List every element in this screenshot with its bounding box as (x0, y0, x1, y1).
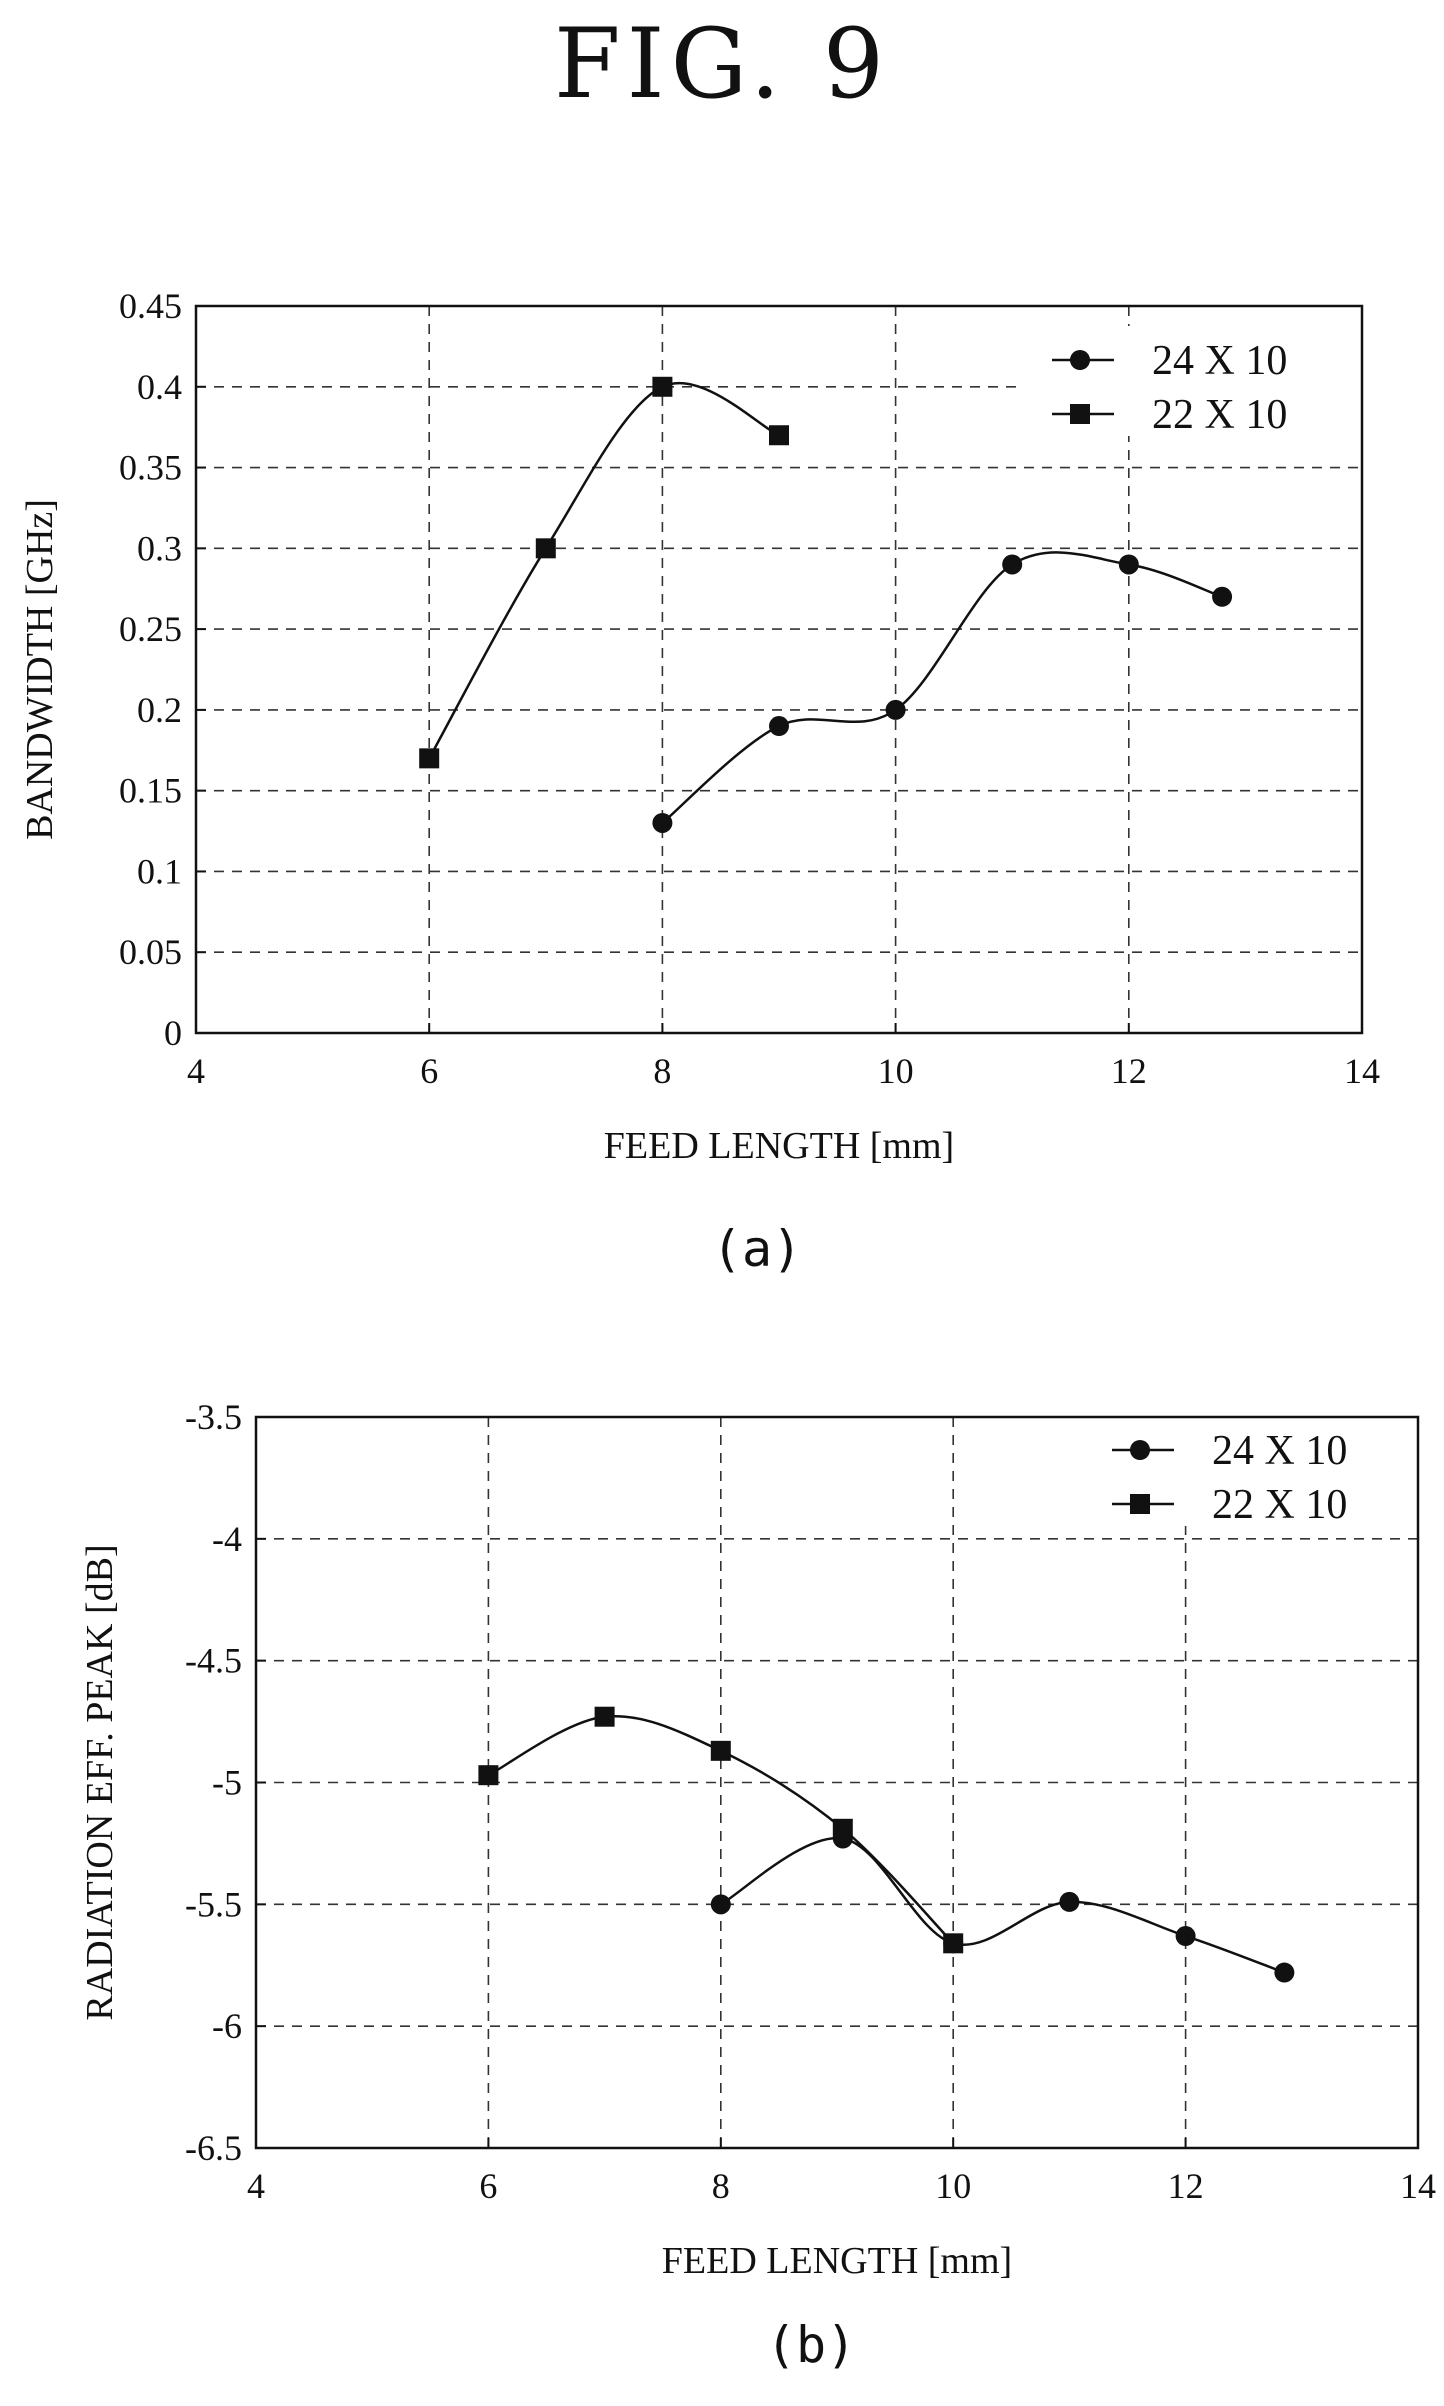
radiation-series-square-point (943, 1933, 964, 1954)
bandwidth-series-square-point (535, 538, 556, 559)
radiation-series-square-point (832, 1818, 853, 1839)
radiation-y-tick-label: -5.5 (185, 1884, 242, 1924)
bandwidth-y-tick-label: 0.05 (119, 932, 182, 972)
bandwidth-y-tick-label: 0.1 (137, 851, 182, 891)
bandwidth-legend-marker-circle (1070, 350, 1090, 370)
radiation-x-tick-label: 8 (712, 2166, 730, 2206)
radiation-series-square-point (594, 1706, 615, 1727)
radiation-series-circle-point (1059, 1891, 1080, 1912)
radiation-x-tick-label: 10 (935, 2166, 971, 2206)
bandwidth-x-tick-label: 8 (653, 1051, 671, 1091)
radiation-x-tick-label: 6 (479, 2166, 497, 2206)
radiation-series-circle-point (710, 1894, 731, 1915)
radiation-x-tick-label: 12 (1168, 2166, 1204, 2206)
radiation-legend-label: 22 X 10 (1212, 1482, 1347, 1528)
bandwidth-y-tick-label: 0.15 (119, 771, 182, 811)
radiation-y-tick-label: -6.5 (185, 2128, 242, 2168)
caption-a: (a) (711, 1220, 803, 1278)
bandwidth-y-tick-label: 0.3 (137, 528, 182, 568)
radiation-series-circle-line (720, 1836, 1285, 1974)
radiation-x-tick-label: 14 (1400, 2166, 1436, 2206)
bandwidth-series-circle-point (1212, 586, 1233, 607)
bandwidth-y-tick-label: 0.35 (119, 448, 182, 488)
bandwidth-series-square-line (428, 381, 780, 759)
bandwidth-y-tick-label: 0.4 (137, 367, 182, 407)
bandwidth-y-tick-label: 0 (164, 1013, 182, 1053)
bandwidth-x-tick-label: 12 (1111, 1051, 1147, 1091)
radiation-y-tick-label: -3.5 (185, 1397, 242, 1437)
bandwidth-plot-frame (194, 304, 1364, 1035)
bandwidth-x-tick-label: 4 (187, 1051, 205, 1091)
radiation-series-circle-point (1175, 1926, 1196, 1947)
bandwidth-series-circle-point (1002, 554, 1023, 575)
radiation-y-tick-label: -4 (212, 1519, 242, 1559)
bandwidth-series-square-point (419, 748, 440, 769)
radiation-x-tick-label: 4 (247, 2166, 265, 2206)
bandwidth-x-tick-label: 10 (878, 1051, 914, 1091)
radiation-series-square-point (710, 1740, 731, 1761)
radiation-y-tick-label: -5 (212, 1763, 242, 1803)
radiation-legend-marker-circle (1130, 1440, 1150, 1460)
bandwidth-x-tick-label: 14 (1344, 1051, 1380, 1091)
bandwidth-legend-label: 24 X 10 (1152, 338, 1287, 384)
bandwidth-legend-marker-square (1070, 404, 1090, 424)
bandwidth-y-tick-label: 0.25 (119, 609, 182, 649)
bandwidth-series-circle-point (885, 699, 906, 720)
radiation-legend-marker-square (1130, 1494, 1150, 1514)
bandwidth-y-axis-label: BANDWIDTH [GHz] (19, 499, 61, 840)
bandwidth-y-tick-label: 0.45 (119, 286, 182, 326)
caption-b: (b) (765, 2316, 857, 2374)
bandwidth-y-tick-label: 0.2 (137, 690, 182, 730)
radiation-y-tick-label: -6 (212, 2006, 242, 2046)
radiation-series-square-point (478, 1765, 499, 1786)
radiation-legend-label: 24 X 10 (1212, 1428, 1347, 1474)
radiation-y-axis-label: RADIATION EFF. PEAK [dB] (79, 1544, 121, 2020)
figure-title: FIG. 9 (554, 8, 890, 120)
bandwidth-series-circle-point (769, 716, 789, 737)
bandwidth-series-circle-point (1118, 554, 1139, 575)
bandwidth-series-circle-point (652, 812, 673, 833)
bandwidth-legend-label: 22 X 10 (1152, 392, 1287, 438)
radiation-y-tick-label: -4.5 (185, 1641, 242, 1681)
radiation-series-circle-point (1274, 1962, 1295, 1983)
bandwidth-series-square-point (769, 425, 789, 446)
radiation-x-axis-label: FEED LENGTH [mm] (662, 2240, 1012, 2282)
bandwidth-series-square-point (652, 376, 673, 397)
bandwidth-chart: 4 6 8 10 12 14 0 0.05 0.1 0.15 0.2 0.25 0.3 0.35 0.4 0.… (19, 286, 1380, 1167)
bandwidth-x-tick-label: 6 (420, 1051, 438, 1091)
bandwidth-x-axis-label: FEED LENGTH [mm] (604, 1125, 954, 1167)
